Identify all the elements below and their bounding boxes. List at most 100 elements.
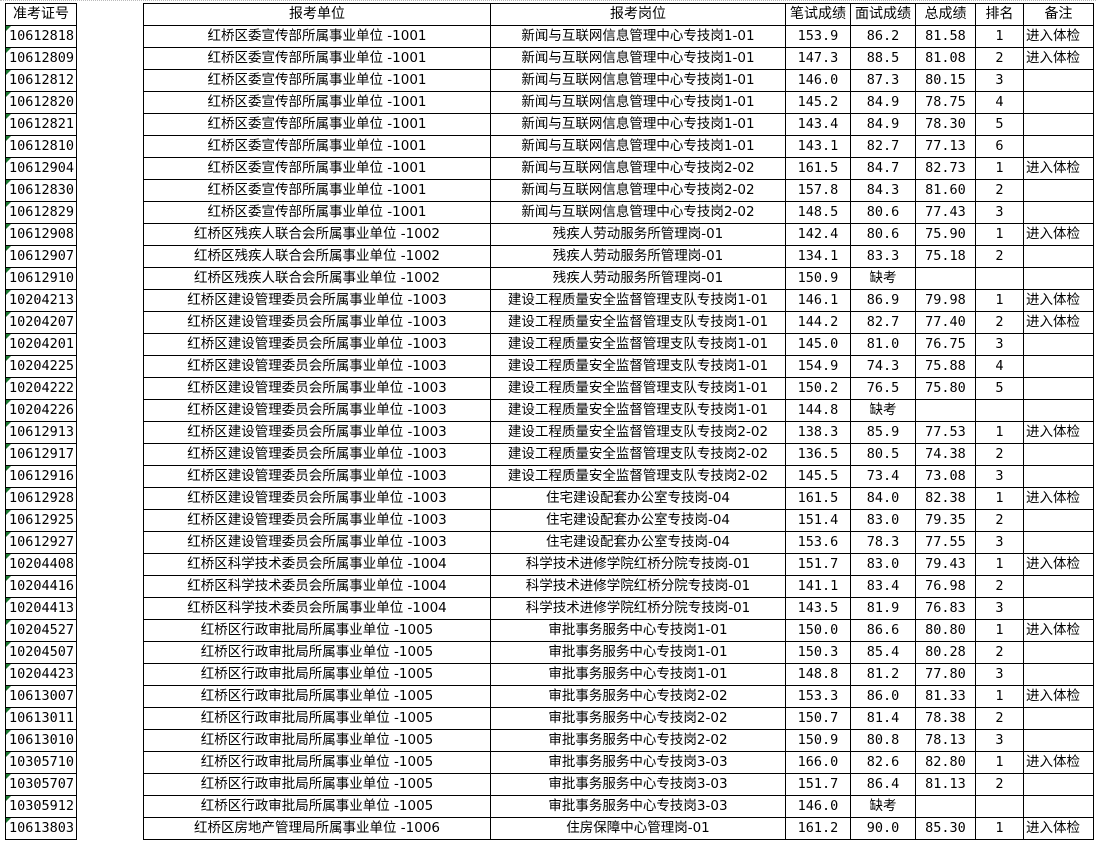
- interview-score-cell[interactable]: 84.7: [850, 157, 916, 180]
- note-cell[interactable]: [1023, 575, 1094, 598]
- blank-cell[interactable]: [76, 685, 144, 708]
- exam-id-cell[interactable]: 10612812: [5, 69, 77, 92]
- total-score-cell[interactable]: 78.13: [915, 729, 976, 752]
- exam-id-cell[interactable]: 10204413: [5, 597, 77, 620]
- exam-id-cell[interactable]: 10612908: [5, 223, 77, 246]
- exam-id-cell[interactable]: 10204423: [5, 663, 77, 686]
- exam-id-cell[interactable]: 10204507: [5, 641, 77, 664]
- position-cell[interactable]: 残疾人劳动服务所管理岗-01: [490, 267, 786, 290]
- rank-cell[interactable]: 1: [975, 553, 1024, 576]
- rank-cell[interactable]: 2: [975, 707, 1024, 730]
- total-score-cell[interactable]: [915, 267, 976, 290]
- written-score-cell[interactable]: 153.6: [785, 531, 851, 554]
- written-score-cell[interactable]: 144.2: [785, 311, 851, 334]
- interview-score-cell[interactable]: 74.3: [850, 355, 916, 378]
- total-score-cell[interactable]: [915, 795, 976, 818]
- written-score-cell[interactable]: 144.8: [785, 399, 851, 422]
- unit-cell[interactable]: 红桥区房地产管理局所属事业单位 -1006: [143, 817, 491, 840]
- note-cell[interactable]: [1023, 399, 1094, 422]
- interview-score-cell[interactable]: 80.5: [850, 443, 916, 466]
- rank-cell[interactable]: 3: [975, 729, 1024, 752]
- exam-id-cell[interactable]: 10612913: [5, 421, 77, 444]
- written-score-cell[interactable]: 134.1: [785, 245, 851, 268]
- unit-cell[interactable]: 红桥区行政审批局所属事业单位 -1005: [143, 663, 491, 686]
- blank-cell[interactable]: [76, 487, 144, 510]
- exam-id-cell[interactable]: 10204226: [5, 399, 77, 422]
- note-cell[interactable]: 进入体检: [1023, 487, 1094, 510]
- written-score-cell[interactable]: 143.5: [785, 597, 851, 620]
- total-score-cell[interactable]: 81.60: [915, 179, 976, 202]
- position-cell[interactable]: 住宅建设配套办公室专技岗-04: [490, 487, 786, 510]
- exam-id-cell[interactable]: 10612810: [5, 135, 77, 158]
- header-unit[interactable]: 报考单位: [143, 3, 491, 26]
- written-score-cell[interactable]: 138.3: [785, 421, 851, 444]
- rank-cell[interactable]: 1: [975, 817, 1024, 840]
- interview-score-cell[interactable]: 86.0: [850, 685, 916, 708]
- note-cell[interactable]: [1023, 641, 1094, 664]
- unit-cell[interactable]: 红桥区建设管理委员会所属事业单位 -1003: [143, 311, 491, 334]
- exam-id-cell[interactable]: 10612818: [5, 25, 77, 48]
- position-cell[interactable]: 住房保障中心管理岗-01: [490, 817, 786, 840]
- total-score-cell[interactable]: 76.83: [915, 597, 976, 620]
- position-cell[interactable]: 科学技术进修学院红桥分院专技岗-01: [490, 597, 786, 620]
- written-score-cell[interactable]: 143.1: [785, 135, 851, 158]
- exam-id-cell[interactable]: 10612925: [5, 509, 77, 532]
- written-score-cell[interactable]: 143.4: [785, 113, 851, 136]
- rank-cell[interactable]: 3: [975, 201, 1024, 224]
- note-cell[interactable]: [1023, 113, 1094, 136]
- header-note[interactable]: 备注: [1023, 3, 1094, 26]
- position-cell[interactable]: 新闻与互联网信息管理中心专技岗1-01: [490, 113, 786, 136]
- exam-id-cell[interactable]: 10613010: [5, 729, 77, 752]
- total-score-cell[interactable]: 79.43: [915, 553, 976, 576]
- exam-id-cell[interactable]: 10204408: [5, 553, 77, 576]
- blank-cell[interactable]: [76, 795, 144, 818]
- position-cell[interactable]: 新闻与互联网信息管理中心专技岗2-02: [490, 201, 786, 224]
- position-cell[interactable]: 残疾人劳动服务所管理岗-01: [490, 245, 786, 268]
- rank-cell[interactable]: 5: [975, 377, 1024, 400]
- total-score-cell[interactable]: 79.35: [915, 509, 976, 532]
- exam-id-cell[interactable]: 10612910: [5, 267, 77, 290]
- blank-cell[interactable]: [76, 47, 144, 70]
- unit-cell[interactable]: 红桥区委宣传部所属事业单位 -1001: [143, 47, 491, 70]
- total-score-cell[interactable]: 73.08: [915, 465, 976, 488]
- position-cell[interactable]: 建设工程质量安全监督管理支队专技岗1-01: [490, 399, 786, 422]
- header-total-score[interactable]: 总成绩: [915, 3, 976, 26]
- note-cell[interactable]: 进入体检: [1023, 421, 1094, 444]
- rank-cell[interactable]: [975, 267, 1024, 290]
- exam-id-cell[interactable]: 10305707: [5, 773, 77, 796]
- rank-cell[interactable]: 2: [975, 641, 1024, 664]
- unit-cell[interactable]: 红桥区残疾人联合会所属事业单位 -1002: [143, 223, 491, 246]
- rank-cell[interactable]: 2: [975, 575, 1024, 598]
- rank-cell[interactable]: 3: [975, 333, 1024, 356]
- blank-cell[interactable]: [76, 223, 144, 246]
- position-cell[interactable]: 建设工程质量安全监督管理支队专技岗2-02: [490, 443, 786, 466]
- exam-id-cell[interactable]: 10612829: [5, 201, 77, 224]
- blank-cell[interactable]: [76, 179, 144, 202]
- interview-score-cell[interactable]: 83.0: [850, 509, 916, 532]
- total-score-cell[interactable]: 81.33: [915, 685, 976, 708]
- total-score-cell[interactable]: 78.75: [915, 91, 976, 114]
- unit-cell[interactable]: 红桥区建设管理委员会所属事业单位 -1003: [143, 377, 491, 400]
- total-score-cell[interactable]: 78.38: [915, 707, 976, 730]
- written-score-cell[interactable]: 150.2: [785, 377, 851, 400]
- header-position[interactable]: 报考岗位: [490, 3, 786, 26]
- rank-cell[interactable]: 1: [975, 25, 1024, 48]
- interview-score-cell[interactable]: 86.4: [850, 773, 916, 796]
- blank-cell[interactable]: [76, 157, 144, 180]
- interview-score-cell[interactable]: 84.9: [850, 91, 916, 114]
- unit-cell[interactable]: 红桥区残疾人联合会所属事业单位 -1002: [143, 267, 491, 290]
- written-score-cell[interactable]: 150.9: [785, 729, 851, 752]
- exam-id-cell[interactable]: 10204207: [5, 311, 77, 334]
- unit-cell[interactable]: 红桥区委宣传部所属事业单位 -1001: [143, 179, 491, 202]
- exam-id-cell[interactable]: 10612904: [5, 157, 77, 180]
- unit-cell[interactable]: 红桥区科学技术委员会所属事业单位 -1004: [143, 553, 491, 576]
- rank-cell[interactable]: 2: [975, 509, 1024, 532]
- interview-score-cell[interactable]: 82.7: [850, 135, 916, 158]
- position-cell[interactable]: 新闻与互联网信息管理中心专技岗2-02: [490, 179, 786, 202]
- note-cell[interactable]: [1023, 663, 1094, 686]
- note-cell[interactable]: [1023, 509, 1094, 532]
- rank-cell[interactable]: 1: [975, 619, 1024, 642]
- blank-cell[interactable]: [76, 289, 144, 312]
- exam-id-cell[interactable]: 10612907: [5, 245, 77, 268]
- written-score-cell[interactable]: 145.0: [785, 333, 851, 356]
